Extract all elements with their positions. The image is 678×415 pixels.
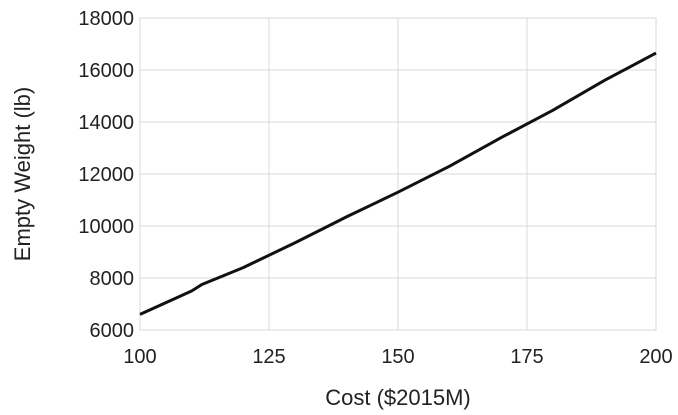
x-tick-label: 125 — [252, 346, 285, 368]
y-axis-title: Empty Weight (lb) — [10, 87, 35, 261]
x-tick-label: 175 — [510, 346, 543, 368]
y-tick-label: 14000 — [78, 112, 134, 134]
plot-area-border — [139, 17, 657, 331]
y-tick-label: 18000 — [78, 8, 134, 30]
grid — [139, 17, 657, 331]
series-layer — [139, 51, 657, 316]
plot-frame — [139, 17, 657, 331]
x-tick-label: 150 — [381, 346, 414, 368]
y-tick-labels: 6000 8000 10000 12000 14000 16000 18000 — [78, 8, 134, 342]
y-tick-label: 16000 — [78, 60, 134, 82]
y-tick-label: 8000 — [90, 268, 135, 290]
x-tick-labels: 100 125 150 175 200 — [123, 346, 672, 368]
series-line — [139, 51, 657, 316]
y-tick-label: 10000 — [78, 216, 134, 238]
x-tick-label: 100 — [123, 346, 156, 368]
x-axis-title: Cost ($2015M) — [325, 385, 471, 410]
x-tick-label: 200 — [639, 346, 672, 368]
y-tick-label: 6000 — [90, 320, 135, 342]
y-tick-label: 12000 — [78, 164, 134, 186]
